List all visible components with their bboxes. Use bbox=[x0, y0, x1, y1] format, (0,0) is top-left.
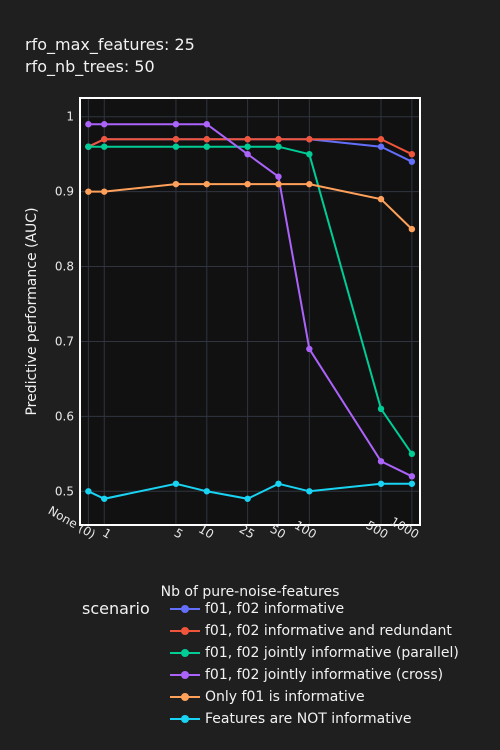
plot-frame bbox=[79, 97, 421, 526]
data-point bbox=[408, 480, 416, 487]
x-axis-label: Nb of pure-noise-features bbox=[161, 584, 340, 600]
data-point bbox=[203, 180, 210, 188]
legend-label: Features are NOT informative bbox=[205, 711, 412, 727]
data-point bbox=[408, 158, 416, 165]
data-point bbox=[101, 136, 108, 143]
plot-area bbox=[80, 98, 420, 525]
series-5 bbox=[85, 180, 416, 233]
x-tick-label: 1 bbox=[100, 526, 114, 542]
y-tick-label: 1 bbox=[66, 110, 74, 124]
data-point bbox=[203, 136, 210, 143]
legend-item[interactable]: f01, f02 informative bbox=[170, 598, 344, 620]
series-4 bbox=[85, 121, 416, 480]
data-point bbox=[408, 450, 416, 458]
data-point bbox=[172, 480, 180, 487]
data-point bbox=[306, 150, 313, 158]
data-point bbox=[101, 143, 108, 150]
series-layer bbox=[85, 121, 416, 502]
y-axis-label: Predictive performance (AUC) bbox=[24, 207, 40, 415]
y-tick-labels: 0.5 0.6 0.7 0.8 0.9 1 bbox=[55, 110, 74, 499]
x-tick-label: 50 bbox=[268, 522, 288, 542]
data-point bbox=[408, 225, 416, 233]
legend-label: f01, f02 jointly informative (cross) bbox=[205, 667, 444, 683]
legend-item[interactable]: Only f01 is informative bbox=[170, 686, 365, 708]
x-tick-label: 25 bbox=[237, 522, 257, 542]
legend-swatch bbox=[170, 647, 200, 659]
data-point bbox=[408, 150, 416, 158]
data-point bbox=[85, 188, 92, 195]
chart-title-line-1: rfo_max_features: 25 bbox=[25, 35, 195, 54]
legend-label: Only f01 is informative bbox=[205, 689, 365, 705]
data-point bbox=[275, 480, 282, 487]
data-point bbox=[85, 143, 92, 150]
data-point bbox=[408, 473, 416, 480]
data-point bbox=[377, 480, 385, 487]
legend-item[interactable]: f01, f02 jointly informative (cross) bbox=[170, 664, 443, 686]
legend-swatch bbox=[170, 669, 200, 681]
legend-title: scenario bbox=[82, 599, 150, 618]
data-point bbox=[244, 150, 251, 158]
data-point bbox=[244, 136, 251, 143]
x-tick-label: 5 bbox=[172, 526, 186, 542]
data-point bbox=[306, 180, 313, 188]
data-point bbox=[101, 188, 108, 195]
data-point bbox=[275, 180, 282, 188]
data-point bbox=[172, 143, 180, 150]
data-point bbox=[85, 488, 92, 495]
data-point bbox=[244, 143, 251, 150]
data-point bbox=[244, 180, 251, 188]
data-point bbox=[275, 136, 282, 143]
legend-label: f01, f02 informative bbox=[205, 601, 345, 617]
legend-item[interactable]: Features are NOT informative bbox=[170, 708, 412, 730]
y-tick-label: 0.5 bbox=[55, 484, 74, 498]
series-3 bbox=[85, 143, 416, 458]
legend-item[interactable]: f01, f02 jointly informative (parallel) bbox=[170, 642, 459, 664]
data-point bbox=[101, 495, 108, 502]
data-point bbox=[275, 173, 282, 180]
x-tick-label: 10 bbox=[196, 522, 216, 542]
data-point bbox=[203, 488, 210, 495]
y-tick-label: 0.6 bbox=[55, 409, 74, 423]
data-point bbox=[85, 121, 92, 128]
legend-item[interactable]: f01, f02 informative and redundant bbox=[170, 620, 452, 642]
data-point bbox=[172, 136, 180, 143]
data-point bbox=[275, 143, 282, 150]
y-tick-label: 0.7 bbox=[55, 334, 74, 348]
data-point bbox=[172, 121, 180, 128]
legend-swatch bbox=[170, 691, 200, 703]
data-point bbox=[377, 195, 385, 203]
data-point bbox=[377, 136, 385, 143]
legend-swatch bbox=[170, 603, 200, 615]
chart-title-line-2: rfo_nb_trees: 50 bbox=[25, 57, 155, 76]
y-tick-label: 0.9 bbox=[55, 185, 74, 199]
data-point bbox=[244, 495, 251, 502]
data-point bbox=[377, 405, 385, 413]
legend-label: f01, f02 jointly informative (parallel) bbox=[205, 645, 459, 661]
legend-swatch bbox=[170, 713, 200, 725]
data-point bbox=[306, 136, 313, 143]
data-point bbox=[203, 121, 210, 128]
series-6 bbox=[85, 480, 416, 502]
data-point bbox=[101, 121, 108, 128]
data-point bbox=[377, 458, 385, 465]
legend-swatch bbox=[170, 625, 200, 637]
legend-label: f01, f02 informative and redundant bbox=[205, 623, 452, 639]
data-point bbox=[172, 180, 180, 188]
data-point bbox=[306, 488, 313, 495]
y-tick-label: 0.8 bbox=[55, 260, 74, 274]
data-point bbox=[306, 345, 313, 353]
data-point bbox=[377, 143, 385, 150]
grid-lines bbox=[80, 98, 420, 525]
data-point bbox=[203, 143, 210, 150]
